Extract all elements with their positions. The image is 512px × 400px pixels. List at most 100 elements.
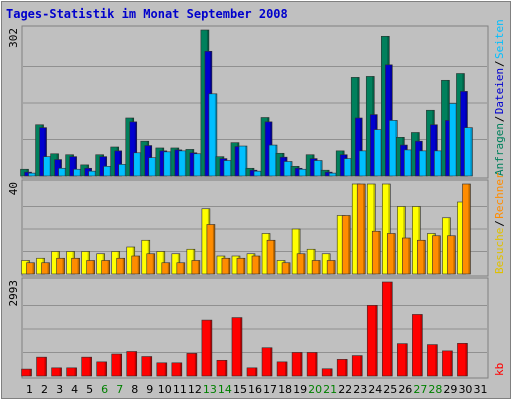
- bar-rechner-day-18: [281, 262, 291, 275]
- bar-rechner-day-6: [101, 260, 110, 275]
- legend-separator: /: [493, 116, 506, 123]
- day-label-15: 15: [233, 383, 247, 396]
- bar-shade: [420, 314, 423, 376]
- bar-shade: [390, 282, 393, 376]
- panel-bottom-area: [21, 277, 489, 379]
- chart-title: Tages-Statistik im Monat September 2008: [6, 7, 288, 21]
- bar-seiten-day-15: [238, 145, 248, 177]
- bar-shade: [134, 121, 137, 176]
- bar-shade: [298, 229, 301, 274]
- panel-middle: 40: [7, 179, 489, 277]
- bar-shade: [62, 258, 65, 274]
- day-label-19: 19: [293, 383, 307, 396]
- day-label-29: 29: [443, 383, 457, 396]
- bar-shade: [320, 160, 323, 176]
- bar-rechner-day-11: [176, 262, 186, 275]
- bar-shade: [227, 258, 230, 274]
- panel-top-max-label: 302: [7, 28, 20, 48]
- day-label-18: 18: [278, 383, 292, 396]
- legend-besuche: Besuche: [493, 228, 506, 274]
- day-label-24: 24: [368, 383, 382, 396]
- bar-rechner-day-3: [56, 257, 65, 275]
- bar-shade: [333, 260, 336, 274]
- day-label-6: 6: [101, 383, 108, 396]
- bar-rechner-day-16: [251, 255, 261, 275]
- bar-shade: [288, 262, 291, 274]
- bar-shade: [32, 262, 35, 274]
- bar-kb-day-9: [141, 356, 153, 377]
- bar-dateien-day-4: [69, 156, 77, 177]
- bar-shade: [212, 224, 215, 274]
- legend-rechner: Rechner: [493, 172, 506, 219]
- bar-shade: [375, 305, 378, 376]
- bar-rechner-day-23: [356, 183, 366, 275]
- legend-seiten: Seiten: [493, 19, 506, 59]
- bar-shade: [373, 184, 376, 274]
- bar-shade: [74, 367, 77, 376]
- bar-shade: [345, 359, 348, 376]
- day-label-12: 12: [188, 383, 202, 396]
- bar-shade: [273, 240, 276, 274]
- bar-shade: [303, 253, 306, 274]
- panel-bottom: 2993: [7, 277, 489, 379]
- day-labels: 1 2 3 4 5 6 7 8 9 10 11 12 13 14 15 16 17 18 19 20 21 22 23 24 2…: [26, 383, 487, 396]
- day-label-14: 14: [218, 383, 232, 396]
- bar-shade: [470, 127, 473, 176]
- bar-rechner-day-4: [71, 257, 80, 275]
- bar-shade: [405, 343, 408, 376]
- bar-kb-day-10: [156, 362, 168, 377]
- bar-shade: [44, 127, 47, 176]
- bar-kb-day-16: [246, 367, 258, 377]
- bar-shade: [137, 256, 140, 274]
- bar-kb-day-24: [366, 305, 378, 377]
- bar-shade: [388, 184, 391, 274]
- bar-shade: [300, 352, 303, 376]
- day-label-17: 17: [263, 383, 277, 396]
- bar-kb-day-25: [381, 281, 393, 377]
- bar-kb-day-2: [36, 356, 47, 377]
- day-label-26: 26: [398, 383, 412, 396]
- bar-shade: [134, 351, 137, 376]
- bar-seiten-day-13: [208, 93, 218, 177]
- day-label-23: 23: [353, 383, 367, 396]
- bar-rechner-day-15: [236, 257, 246, 275]
- day-label-9: 9: [146, 383, 153, 396]
- day-label-7: 7: [116, 383, 123, 396]
- bar-kb-day-5: [81, 356, 92, 377]
- bar-shade: [239, 317, 242, 376]
- bar-seiten-day-20: [313, 160, 323, 177]
- day-label-5: 5: [86, 383, 93, 396]
- day-label-10: 10: [158, 383, 172, 396]
- bar-rechner-day-7: [116, 257, 126, 275]
- bar-kb-day-26: [397, 343, 408, 377]
- bar-rechner-day-25: [386, 233, 396, 275]
- bar-shade: [44, 357, 47, 376]
- bar-shade: [435, 124, 438, 176]
- bar-kb-day-18: [276, 361, 288, 377]
- bar-dateien-day-7: [114, 150, 123, 177]
- bar-shade: [119, 354, 122, 376]
- day-label-31: 31: [473, 383, 487, 396]
- bar-shade: [119, 150, 122, 176]
- day-label-22: 22: [338, 383, 352, 396]
- bar-rechner-day-9: [146, 253, 156, 275]
- bar-kb-day-4: [66, 367, 77, 377]
- bar-shade: [179, 362, 182, 376]
- bar-kb-day-21: [321, 368, 333, 377]
- day-label-28: 28: [428, 383, 442, 396]
- bar-dateien-day-28: [430, 124, 438, 177]
- day-label-27: 27: [413, 383, 427, 396]
- bar-shade: [438, 235, 441, 274]
- bar-rechner-day-8: [131, 255, 141, 275]
- bar-kb-day-11: [171, 362, 183, 377]
- bar-shade: [74, 156, 77, 176]
- bar-dateien-day-23: [354, 117, 363, 177]
- legend-separator: /: [493, 60, 506, 67]
- bar-kb-day-3: [51, 367, 62, 377]
- bar-shade: [77, 258, 80, 274]
- bar-shade: [360, 355, 363, 376]
- bar-rechner-day-13: [206, 224, 216, 275]
- bar-kb-day-22: [336, 359, 348, 377]
- bar-rechner-day-27: [417, 239, 426, 275]
